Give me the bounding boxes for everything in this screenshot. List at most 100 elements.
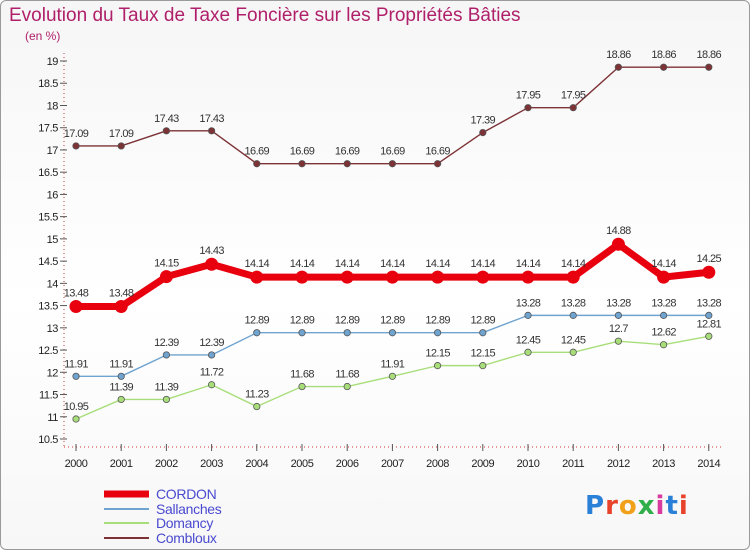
data-label: 17.43 xyxy=(154,113,179,125)
data-label: 17.43 xyxy=(199,113,224,125)
data-point xyxy=(569,104,577,112)
data-label: 13.28 xyxy=(606,297,631,309)
data-label: 12.45 xyxy=(561,334,586,346)
data-point xyxy=(343,382,351,391)
data-point xyxy=(114,299,128,313)
data-label: 12.39 xyxy=(199,337,224,349)
data-label: 12.62 xyxy=(651,327,676,339)
x-tick-label: 2002 xyxy=(155,458,178,470)
data-point xyxy=(298,382,306,391)
data-label: 13.48 xyxy=(109,287,134,299)
data-label: 11.68 xyxy=(335,369,359,381)
data-label: 11.72 xyxy=(200,367,224,379)
data-point xyxy=(659,341,668,349)
data-point xyxy=(72,142,80,150)
data-label: 11.91 xyxy=(109,358,133,370)
data-label: 17.95 xyxy=(561,90,586,102)
data-label: 14.14 xyxy=(380,258,405,270)
data-label: 13.48 xyxy=(64,287,89,299)
y-tick-label: 13 xyxy=(47,323,59,335)
logo-letter: o xyxy=(618,491,638,521)
legend-label-domancy: Domancy xyxy=(156,515,213,531)
x-tick-label: 2001 xyxy=(110,458,133,470)
data-label: 12.81 xyxy=(697,318,722,330)
chart-title: Evolution du Taux de Taxe Foncière sur l… xyxy=(9,5,521,26)
data-label: 14.14 xyxy=(290,258,315,270)
data-label: 12.15 xyxy=(471,348,496,360)
legend-label-combloux: Combloux xyxy=(156,530,217,546)
x-tick-label: 2004 xyxy=(245,458,268,470)
data-point xyxy=(298,160,306,168)
data-point xyxy=(253,402,261,411)
data-point xyxy=(479,329,487,337)
data-point xyxy=(705,311,713,319)
data-point xyxy=(476,270,490,284)
data-label: 12.45 xyxy=(516,334,541,346)
x-tick-label: 2003 xyxy=(200,458,223,470)
data-label: 14.14 xyxy=(561,258,586,270)
data-label: 12.89 xyxy=(425,315,450,327)
data-point xyxy=(433,329,442,337)
y-tick-label: 10.5 xyxy=(38,434,58,446)
data-point xyxy=(162,351,170,359)
logo-letter: i xyxy=(678,491,689,521)
y-tick-label: 19 xyxy=(47,56,59,68)
data-point xyxy=(253,160,261,168)
y-tick-label: 15 xyxy=(47,234,59,246)
data-label: 16.69 xyxy=(245,146,270,158)
logo-letter: r xyxy=(605,491,619,521)
data-label: 12.7 xyxy=(609,323,628,335)
data-point xyxy=(569,348,577,356)
data-label: 14.25 xyxy=(697,253,722,265)
data-point xyxy=(657,270,671,284)
data-point xyxy=(295,270,309,284)
data-label: 14.88 xyxy=(606,225,631,237)
x-tick-label: 2013 xyxy=(652,458,675,470)
data-label: 13.28 xyxy=(651,297,676,309)
data-label: 16.69 xyxy=(290,146,315,158)
data-label: 11.39 xyxy=(155,381,179,393)
data-label: 14.14 xyxy=(516,258,541,270)
data-label: 17.39 xyxy=(471,115,496,127)
data-label: 16.69 xyxy=(425,146,450,158)
data-label: 18.86 xyxy=(651,49,676,61)
data-label: 12.89 xyxy=(290,315,315,327)
y-tick-label: 11 xyxy=(47,412,58,424)
y-tick-label: 12.5 xyxy=(38,345,58,357)
y-tick-label: 17 xyxy=(47,145,59,157)
data-label: 14.15 xyxy=(154,258,179,270)
data-label: 17.09 xyxy=(109,128,134,140)
data-point xyxy=(569,311,577,319)
data-point xyxy=(479,128,487,137)
data-point xyxy=(521,270,535,284)
y-tick-label: 12 xyxy=(47,367,59,379)
x-tick-label: 2009 xyxy=(471,458,494,470)
data-point xyxy=(566,270,580,284)
y-tick-label: 14 xyxy=(47,278,59,290)
data-point xyxy=(340,270,354,284)
x-tick-label: 2005 xyxy=(291,458,314,470)
data-label: 14.14 xyxy=(651,258,676,270)
x-tick-label: 2011 xyxy=(562,458,584,470)
data-point xyxy=(117,372,125,380)
data-point xyxy=(72,372,80,380)
data-point xyxy=(659,63,668,71)
data-label: 14.14 xyxy=(245,258,270,270)
chart-subtitle: (en %) xyxy=(25,29,61,43)
data-point xyxy=(611,237,625,251)
data-label: 12.89 xyxy=(335,315,360,327)
data-label: 14.43 xyxy=(199,245,224,257)
data-point xyxy=(162,127,170,135)
logo-letter: i xyxy=(655,491,666,521)
y-tick-label: 18.5 xyxy=(38,78,58,90)
data-point xyxy=(702,265,716,279)
data-label: 12.15 xyxy=(425,348,450,360)
data-label: 11.91 xyxy=(381,358,405,370)
x-tick-label: 2000 xyxy=(65,458,88,470)
data-point xyxy=(705,332,713,340)
data-label: 11.39 xyxy=(109,381,133,393)
data-point xyxy=(388,160,396,168)
y-tick-label: 15.5 xyxy=(38,212,58,224)
data-point xyxy=(433,160,442,168)
data-point xyxy=(250,270,264,284)
